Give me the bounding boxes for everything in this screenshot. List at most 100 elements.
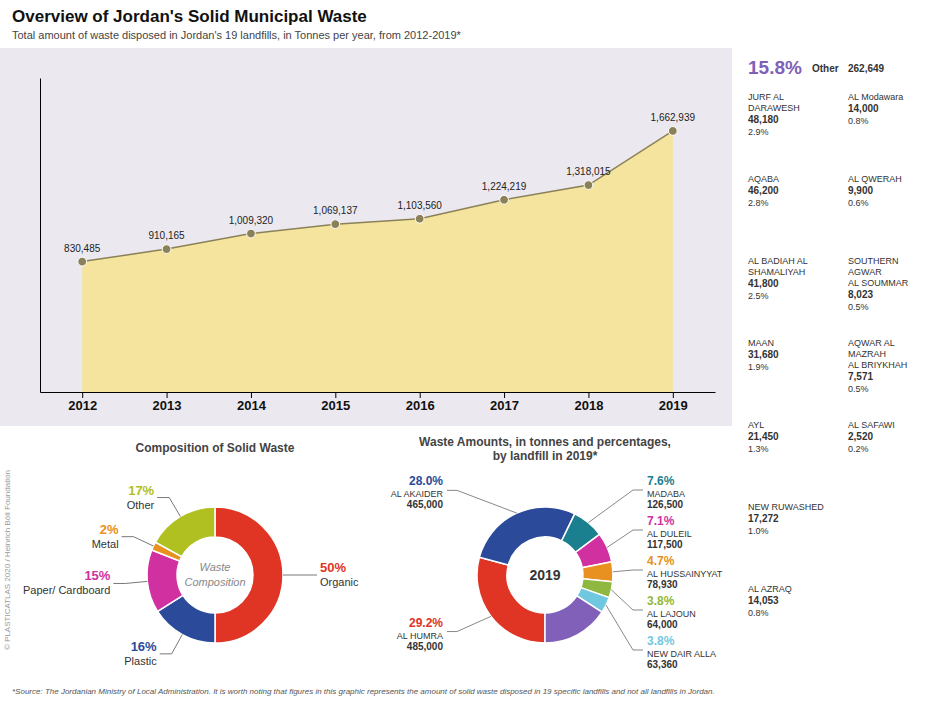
category-label: Metal	[92, 538, 119, 550]
title: Overview of Jordan's Solid Municipal Was…	[12, 7, 367, 26]
x-tick-mark	[673, 392, 674, 398]
data-label: 1,009,320	[229, 215, 274, 226]
x-tick: 2013	[153, 392, 182, 413]
donut-labels: 50%Organic16%Plastic15%Paper/ Cardboard2…	[23, 483, 359, 667]
slices	[477, 507, 613, 643]
leader-line	[613, 570, 643, 572]
category-label: NEW RUWASHED	[748, 502, 824, 512]
slice	[155, 507, 215, 557]
data-label: 2.8%	[748, 198, 769, 208]
data-label: 1,224,219	[482, 181, 527, 192]
data-label: 910,165	[148, 230, 185, 241]
amount-label: 63,360	[647, 659, 678, 670]
x-tick: 2019	[659, 392, 688, 413]
amount-label: 9,900	[848, 185, 873, 196]
data-label: 17%	[128, 483, 154, 498]
text-line: AL SOUMMAR	[848, 278, 909, 288]
category-label: AL HUMRA	[397, 631, 443, 641]
amount-label: 41,800	[748, 278, 779, 289]
text-line: AGWAR	[848, 267, 882, 277]
x-tick: 2012	[68, 392, 97, 413]
chart-title: Waste Amounts, in tonnes and percentages…	[419, 435, 671, 463]
point	[415, 214, 424, 223]
donut-labels: 29.2%AL HUMRA485,00028.0%AL AKAIDER465,0…	[391, 474, 723, 670]
table-entry: AL AZRAQ14,0530.8%	[748, 584, 792, 618]
amount-label: 48,180	[748, 114, 779, 125]
y-axis-line	[40, 79, 41, 393]
x-tick-label: 2013	[153, 398, 182, 413]
data-label: 28.0%	[409, 474, 443, 488]
x-tick-label: 2016	[406, 398, 435, 413]
right-column: 15.8%Other262,649JURF ALDARAWESH48,1802.…	[748, 57, 909, 618]
amount-label: 465,000	[407, 499, 444, 510]
area-line	[82, 131, 673, 262]
category-label: MAAN	[748, 338, 774, 348]
text-line: AL BADIAH AL	[748, 256, 808, 266]
data-label: 29.2%	[409, 616, 443, 630]
amount-label: 8,023	[848, 289, 873, 300]
table-entry: AYL21,450 1.3%	[748, 420, 779, 454]
x-tick-mark	[167, 392, 168, 398]
data-label: 2%	[100, 522, 119, 537]
slice	[479, 507, 574, 565]
category-label: AL Modawara	[848, 92, 903, 102]
data-label: 1.3%	[748, 444, 769, 454]
data-label: 0.5%	[848, 384, 869, 394]
leader-line	[122, 537, 154, 546]
slice	[545, 596, 602, 643]
data-label: 1,103,560	[397, 200, 442, 211]
donut: 50%Organic16%Plastic15%Paper/ Cardboard2…	[23, 483, 359, 667]
amount-label: 21,450	[748, 431, 779, 442]
x-tick-label: 2012	[68, 398, 97, 413]
area	[82, 131, 673, 392]
data-label: 1.0%	[748, 526, 769, 536]
x-tick: 2015	[321, 392, 350, 413]
point	[78, 257, 87, 266]
leader-line	[283, 575, 317, 576]
table-entry: JURF ALDARAWESH48,1802.9%	[748, 92, 800, 137]
category-label: SOUTHERNAGWARAL SOUMMAR	[848, 256, 909, 288]
table-entry: NEW RUWASHED17,2721.0%	[748, 502, 824, 536]
amount-label: 46,200	[748, 185, 779, 196]
category-label: AL BADIAH ALSHAMALIYAH	[748, 256, 808, 277]
x-tick: 2014	[237, 392, 267, 413]
leader-line	[607, 530, 643, 547]
x-tick-mark	[335, 392, 336, 398]
category-label: Organic	[320, 576, 359, 588]
credit-note: © PLASTICATLAS 2020 / Heinrich Böll Foun…	[3, 470, 12, 650]
data-label: 0.6%	[848, 198, 869, 208]
data-label: 7.1%	[647, 514, 675, 528]
chart-root: Overview of Jordan's Solid Municipal Was…	[0, 0, 950, 702]
leader-line	[157, 498, 180, 517]
leader-line	[160, 635, 183, 654]
slice	[215, 507, 283, 643]
table-entry: AQWAR ALMAZRAHAL BRIYKHAH7,5710.5%	[848, 338, 907, 394]
data-label: 0.2%	[848, 444, 869, 454]
data-label: 1,069,137	[313, 205, 358, 216]
data-label: 3.8%	[647, 594, 675, 608]
x-tick-mark	[420, 392, 421, 398]
category-label: NEW DAIR ALLA	[647, 649, 716, 659]
amount-label: 2,520	[848, 431, 873, 442]
amount-label: 64,000	[647, 619, 678, 630]
data-label: 2.9%	[748, 127, 769, 137]
category-label: AYL	[748, 420, 764, 430]
text-line: AL BRIYKHAH	[848, 360, 907, 370]
source-note: *Source: The Jordanian Ministry of Local…	[12, 687, 715, 696]
text-line: SHAMALIYAH	[748, 267, 805, 277]
category-label: AL SAFAWI	[848, 420, 895, 430]
text-line: MAZRAH	[848, 349, 886, 359]
point	[162, 245, 171, 254]
data-label: 0.8%	[848, 116, 869, 126]
leader-line	[113, 581, 147, 583]
category-label: AQABA	[748, 174, 779, 184]
data-label: 0.5%	[848, 302, 869, 312]
center-label: Composition	[184, 576, 245, 588]
table-entry: AQABA46,200 2.8%	[748, 174, 779, 208]
x-tick-mark	[82, 392, 83, 398]
point	[668, 127, 677, 136]
data-label: 1.9%	[748, 362, 769, 372]
category-label: Other	[127, 499, 155, 511]
slices	[147, 507, 283, 643]
amount-label: 262,649	[848, 63, 885, 74]
